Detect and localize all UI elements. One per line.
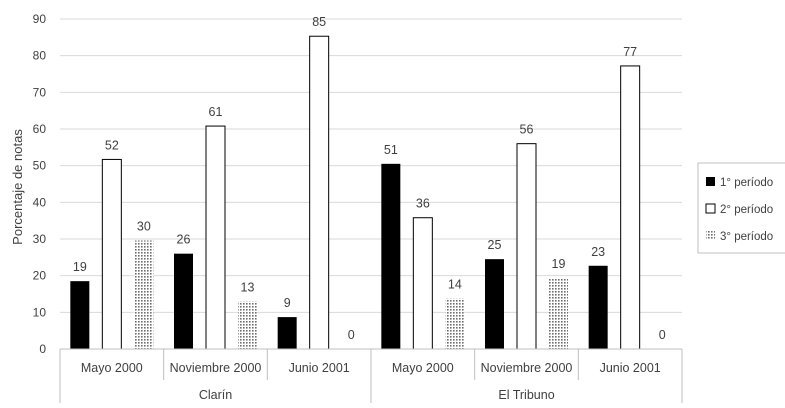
data-label: 26 <box>177 233 191 247</box>
bar-series-3 <box>445 298 465 349</box>
bar-series-2 <box>205 125 226 350</box>
bar-series-2 <box>101 158 122 350</box>
data-label: 14 <box>448 277 462 291</box>
bar-series-1 <box>277 317 297 349</box>
data-label: 61 <box>209 105 223 119</box>
x-tick-label: Noviembre 2000 <box>170 361 262 375</box>
legend-label-series-3: 3° período <box>720 231 773 243</box>
legend-label-series-2: 2° período <box>720 204 773 216</box>
y-tick-label: 10 <box>33 305 47 319</box>
data-label: 9 <box>284 296 291 310</box>
y-tick-label: 80 <box>33 49 47 63</box>
data-label: 30 <box>137 219 151 233</box>
data-label: 36 <box>416 197 430 211</box>
x-tick-label: Noviembre 2000 <box>481 361 573 375</box>
bar-series-1 <box>174 253 193 349</box>
bar-series-2 <box>309 35 330 350</box>
data-label: 0 <box>659 328 666 342</box>
legend: 1° período 2° período 3° período <box>697 162 785 254</box>
y-tick-label: 0 <box>39 342 46 356</box>
bar-series-3 <box>238 301 257 349</box>
y-tick-label: 60 <box>33 122 47 136</box>
x-tick-label: Junio 2001 <box>600 361 661 375</box>
data-label: 52 <box>105 138 119 152</box>
data-label: 56 <box>520 123 534 137</box>
y-tick-label: 40 <box>33 195 47 209</box>
y-tick-label: 70 <box>33 85 47 99</box>
bar-series-2 <box>412 217 433 350</box>
bar-series-2 <box>620 65 641 350</box>
bar-series-1 <box>485 259 504 349</box>
data-label: 51 <box>384 143 398 157</box>
legend-swatch-series-3 <box>706 231 715 240</box>
y-tick-label: 20 <box>33 269 47 283</box>
data-label: 19 <box>552 257 566 271</box>
x-tick-label: Mayo 2000 <box>81 361 143 375</box>
bar-series-3 <box>549 278 568 349</box>
legend-swatch-series-1 <box>706 177 715 186</box>
y-tick-label: 30 <box>33 232 47 246</box>
y-tick-label: 50 <box>33 159 47 173</box>
legend-swatch-series-2 <box>705 203 716 214</box>
bar-series-2 <box>516 143 537 350</box>
data-label: 0 <box>348 328 355 342</box>
data-label: 23 <box>591 245 605 259</box>
data-label: 19 <box>73 260 87 274</box>
x-tick-label: Mayo 2000 <box>392 361 454 375</box>
y-tick-label: 90 <box>33 12 47 26</box>
y-axis-title: Porcentaje de notas <box>10 129 25 245</box>
data-label: 25 <box>488 238 502 252</box>
data-label: 13 <box>241 280 255 294</box>
data-label: 77 <box>623 45 637 59</box>
legend-label-series-1: 1° período <box>720 177 773 189</box>
bar-series-1 <box>70 281 90 349</box>
bar-series-3 <box>134 240 154 349</box>
bar-series-1 <box>381 163 401 349</box>
data-label: 85 <box>312 15 326 29</box>
group-label: El Tribuno <box>498 388 554 402</box>
bar-series-1 <box>588 265 608 349</box>
x-tick-label: Junio 2001 <box>289 361 350 375</box>
group-label: Clarín <box>199 388 232 402</box>
